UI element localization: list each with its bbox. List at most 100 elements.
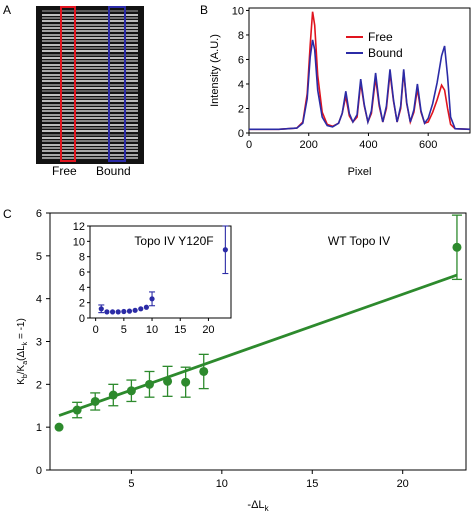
inset-data-point xyxy=(98,306,104,312)
series-line-free xyxy=(249,11,471,131)
legend-label-bound: Bound xyxy=(368,46,403,60)
inset-frame xyxy=(89,225,232,319)
panel-letter-a: A xyxy=(3,3,12,17)
y-label-s1: b xyxy=(22,374,29,378)
inset-y-tick-label: 10 xyxy=(73,236,85,248)
gel-band xyxy=(42,134,138,136)
gel-band xyxy=(42,20,138,22)
data-point xyxy=(452,242,462,252)
inset-title: Topo IV Y120F xyxy=(134,234,213,248)
y-tick-label-c: 2 xyxy=(36,379,42,391)
inset-x-tick-label: 10 xyxy=(146,324,158,336)
y-tick-label-b: 2 xyxy=(238,103,244,115)
data-point xyxy=(72,405,82,415)
fit-line xyxy=(58,273,458,417)
bound-lane-box xyxy=(108,6,126,162)
x-tick-label-c: 20 xyxy=(397,478,409,490)
x-axis-label-b: Pixel xyxy=(348,166,372,178)
gel-band xyxy=(42,147,138,149)
y-tick-label-b: 8 xyxy=(238,30,244,42)
gel-band xyxy=(42,47,138,49)
y-tick-label-c: 4 xyxy=(36,294,42,306)
y-tick-label-c: 5 xyxy=(36,251,42,263)
y-label-rest: (ΔL xyxy=(16,345,27,361)
y-axis-label-c: Kb/Ka(ΔLk = -1) xyxy=(16,318,29,385)
gel-band xyxy=(42,70,138,72)
x-tick-label-c: 15 xyxy=(306,478,318,490)
y-tick-label-b: 0 xyxy=(238,128,244,140)
data-point xyxy=(163,376,173,386)
gel-band xyxy=(42,80,138,82)
data-point xyxy=(108,390,118,400)
gel-band xyxy=(42,34,138,36)
gel-band xyxy=(42,100,138,102)
panel-letter-b: B xyxy=(200,3,209,17)
gel-band xyxy=(42,154,138,156)
gel-band xyxy=(42,54,138,56)
gel-band xyxy=(42,97,138,99)
y-tick-label-b: 4 xyxy=(238,79,244,91)
inset-data-point xyxy=(132,307,138,313)
gel-band xyxy=(42,30,138,32)
gel-band xyxy=(42,17,138,19)
gel-band xyxy=(42,157,138,159)
gel-band xyxy=(42,124,138,126)
gel-band xyxy=(42,107,138,109)
x-label-sub: k xyxy=(265,504,270,513)
inset-data-point xyxy=(222,247,228,253)
data-point xyxy=(54,422,64,432)
gel-band xyxy=(42,50,138,52)
gel-band xyxy=(42,24,138,26)
inset-x-tick-label: 0 xyxy=(93,324,99,336)
y-label-slash: /K xyxy=(16,364,27,374)
inset-background xyxy=(62,218,239,342)
gel-band xyxy=(42,10,138,12)
plot-frame-c xyxy=(49,212,467,471)
gel-band xyxy=(42,117,138,119)
gel-band xyxy=(42,127,138,129)
data-point xyxy=(181,377,191,387)
inset-y-tick-label: 12 xyxy=(73,221,85,233)
inset-data-point xyxy=(104,309,110,315)
gel-band xyxy=(42,130,138,132)
x-tick-label-c: 5 xyxy=(128,478,134,490)
series-line-bound xyxy=(249,39,471,131)
inset-data-point xyxy=(149,296,155,302)
plot-frame-b xyxy=(248,7,471,134)
data-point xyxy=(144,379,154,389)
inset-data-point xyxy=(143,304,149,310)
y-label-s2: a xyxy=(22,361,29,365)
gel-band xyxy=(42,40,138,42)
gel-band xyxy=(42,120,138,122)
inset-y-tick-label: 6 xyxy=(79,267,85,279)
inset-data-point xyxy=(109,309,116,315)
gel-band xyxy=(42,114,138,116)
gel-band xyxy=(42,74,138,76)
x-label-main: -ΔL xyxy=(247,499,264,511)
x-tick-label-b: 0 xyxy=(246,139,252,151)
gel-band xyxy=(42,144,138,146)
y-tick-label-b: 10 xyxy=(232,5,244,17)
gel-band xyxy=(42,84,138,86)
gel-band xyxy=(42,150,138,152)
x-tick-label-b: 200 xyxy=(300,139,318,151)
chart-title-wt: WT Topo IV xyxy=(328,234,390,248)
inset-data-point xyxy=(115,309,121,315)
free-lane-box xyxy=(60,6,76,162)
gel-band xyxy=(42,77,138,79)
inset-y-tick-label: 4 xyxy=(79,282,85,294)
panel-letter-c: C xyxy=(3,207,12,221)
gel-band xyxy=(42,14,138,16)
gel-band xyxy=(42,64,138,66)
gel-band xyxy=(42,110,138,112)
x-axis-label-c: -ΔLk xyxy=(247,499,269,513)
inset-x-tick-label: 15 xyxy=(174,324,186,336)
inset-y-tick-label: 8 xyxy=(79,252,85,264)
inset-y-tick-label: 0 xyxy=(79,313,85,325)
inset-data-point xyxy=(126,308,133,314)
gel-band xyxy=(42,37,138,39)
gel-band xyxy=(42,44,138,46)
gel-band xyxy=(42,60,138,62)
gel-band xyxy=(42,27,138,29)
gel-band xyxy=(42,67,138,69)
